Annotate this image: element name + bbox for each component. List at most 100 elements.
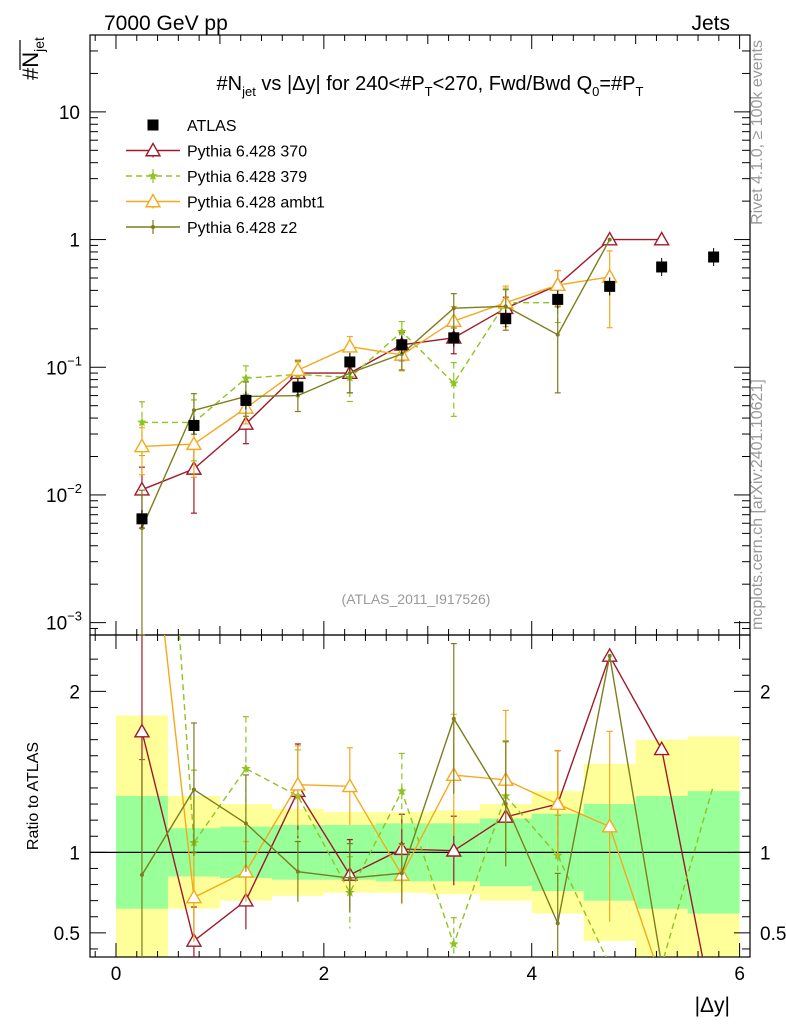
ratio-point: [399, 871, 404, 876]
series-point: [503, 304, 508, 309]
series-point: [137, 417, 147, 427]
data-point: [552, 293, 564, 305]
legend-label: Pythia 6.428 ambt1: [187, 195, 325, 212]
ratio-point: [653, 740, 670, 756]
data-point: [500, 313, 512, 325]
series-point: [397, 326, 407, 336]
title-part-d: =#P: [599, 73, 635, 95]
data-point: [136, 513, 148, 525]
legend-item-4: Pythia 6.428 z2: [126, 220, 297, 237]
axis-ticks: 0 2 4 6 10 1 10−1 10−2 10−3 2 2 1 1 0.5 0.5: [46, 34, 786, 985]
x-tick-label: 4: [526, 964, 537, 985]
data-point: [240, 394, 252, 406]
ratio-point: [191, 787, 196, 792]
ratio-point: [549, 795, 566, 810]
series-point: [139, 526, 144, 531]
legend-swatch-marker: [147, 119, 159, 131]
ratio-point: [241, 763, 251, 773]
legend-swatch-marker: [144, 193, 162, 208]
ratio-tick-label-right: 0.5: [760, 924, 786, 945]
data-point: [656, 261, 668, 273]
data-point: [344, 356, 356, 368]
ratio-line-0: [141, 654, 704, 957]
ratio-point: [347, 876, 352, 881]
legend-label: ATLAS: [187, 118, 237, 135]
series-point: [549, 276, 566, 292]
x-tick-label: 6: [734, 964, 745, 985]
main-y-axis-label: #Njet: [18, 37, 47, 80]
ratio-point: [555, 921, 560, 926]
legend-item-1: Pythia 6.428 370: [126, 142, 307, 161]
ratio-series: [133, 635, 715, 957]
ratio-series-clipped: [138, 642, 662, 957]
y-tick-label: 10−3: [46, 609, 82, 635]
x-axis-label: |Δy|: [695, 994, 730, 1017]
ratio-series-3: [138, 642, 662, 957]
header-energy-label: 7000 GeV pp: [104, 12, 228, 35]
ratio-point: [295, 869, 300, 874]
title-sub-c: 0: [592, 84, 599, 99]
ratio-tick-label-right: 2: [760, 682, 771, 703]
ratio-point: [139, 872, 144, 877]
main-series: [133, 231, 720, 636]
series-point: [449, 378, 459, 388]
ratio-point: [133, 723, 151, 738]
title-sub-a: jet: [241, 84, 256, 99]
ratio-point: [607, 653, 612, 658]
ratio-plot-frame: [89, 634, 751, 958]
series-point: [607, 237, 612, 242]
y-label-sub: jet: [31, 37, 47, 53]
series-point: [555, 332, 560, 337]
title-sub-d: T: [636, 84, 644, 99]
legend-label: Pythia 6.428 370: [187, 144, 307, 161]
mcplots-label: mcplots.cern.ch [arXiv:2401.10621]: [749, 379, 766, 630]
data-point: [188, 419, 200, 431]
x-tick-label: 2: [319, 964, 330, 985]
legend-swatch-marker: [151, 225, 155, 229]
data-point: [448, 332, 460, 344]
plot-frames: [89, 34, 751, 958]
series-point: [399, 351, 404, 356]
legend-item-3: Pythia 6.428 ambt1: [126, 193, 325, 212]
y-tick-label: 10−1: [46, 353, 82, 379]
legend-swatch-marker: [144, 142, 162, 157]
ratio-y-axis-label: Ratio to ATLAS: [25, 742, 42, 850]
data-point: [604, 280, 616, 292]
legend-item-0: ATLAS: [147, 118, 237, 135]
analysis-id-label: (ATLAS_2011_I917526): [342, 591, 491, 607]
y-tick-label: 10−2: [46, 481, 82, 507]
ratio-point: [449, 939, 459, 949]
ratio-point: [503, 802, 508, 807]
series-point: [653, 231, 670, 246]
rivet-version-label: Rivet 4.1.0, ≥ 100k events: [749, 40, 766, 225]
data-point: [292, 381, 304, 393]
ratio-line-1: [178, 635, 715, 957]
ratio-point: [243, 821, 248, 826]
series-line-3: [141, 239, 611, 529]
y-label-main: #N: [18, 52, 43, 80]
data-point: [708, 251, 720, 263]
ratio-point: [397, 786, 407, 796]
ratio-point: [451, 716, 456, 721]
title-part-b: vs |Δy| for 240<#P: [256, 73, 425, 95]
data-series: [136, 248, 720, 528]
series-line-2: [141, 276, 610, 448]
legend: ATLAS Pythia 6.428 370 Pythia 6.428 379 Pyt…: [126, 118, 325, 237]
ratio-point: [445, 842, 462, 857]
ratio-line-3: [141, 655, 662, 957]
ratio-tick-label-right: 1: [760, 843, 771, 864]
series-point: [133, 437, 151, 453]
ratio-point: [289, 776, 307, 791]
data-point: [396, 339, 408, 351]
legend-label: Pythia 6.428 379: [187, 169, 307, 186]
title-part-a: #N: [217, 73, 243, 95]
legend-label: Pythia 6.428 z2: [187, 220, 297, 237]
ratio-tick-label: 0.5: [54, 924, 80, 945]
ratio-tick-label: 1: [69, 843, 80, 864]
series-point: [347, 371, 352, 376]
y-tick-label: 1: [69, 231, 80, 252]
series-point: [241, 373, 251, 383]
series-point: [185, 435, 203, 451]
ratio-point: [185, 889, 203, 904]
